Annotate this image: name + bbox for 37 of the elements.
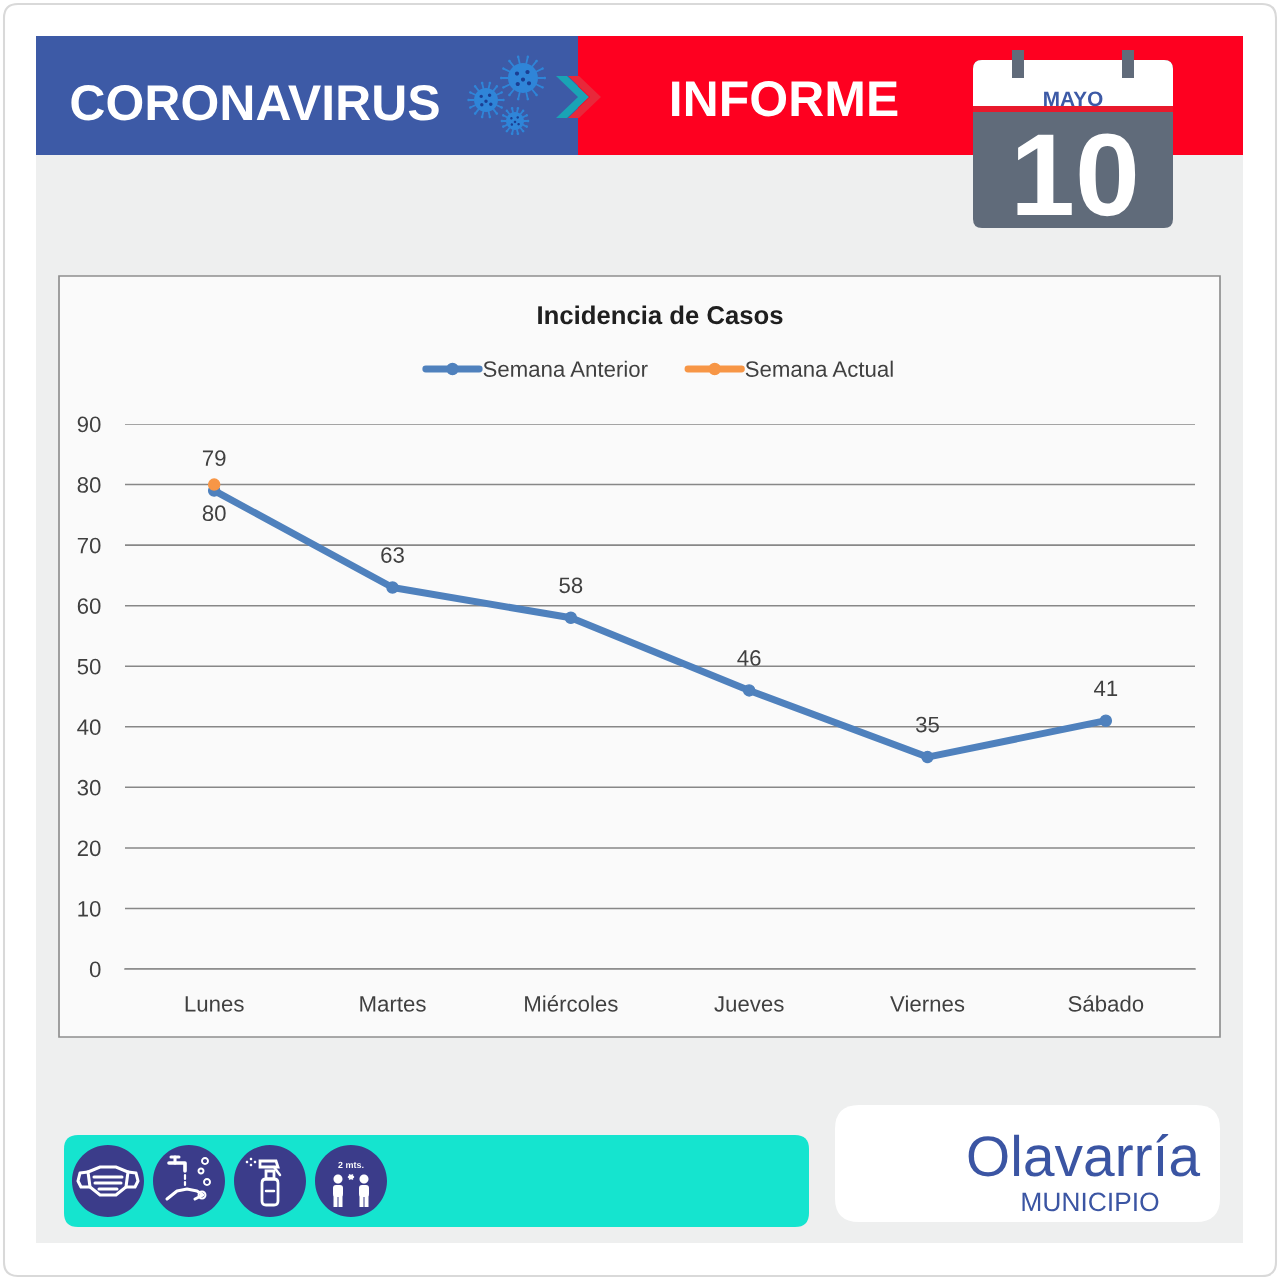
legend-label: Semana Anterior — [483, 360, 648, 377]
y-tick-label: 10 — [78, 900, 101, 917]
point — [564, 611, 578, 625]
point — [742, 684, 756, 697]
point — [921, 750, 934, 764]
chart-title: Incidencia de Casos — [538, 305, 783, 325]
text: INFORME — [672, 81, 898, 117]
data-label: 58 — [559, 577, 583, 594]
y-tick-label: 90 — [77, 416, 101, 433]
y-tick-label: 50 — [77, 658, 101, 675]
text: Olavarría — [968, 1134, 1201, 1177]
data-label: 79 — [202, 450, 226, 467]
text: MAYO — [1044, 91, 1103, 107]
y-tick-label: 70 — [77, 537, 101, 554]
data-label: 80 — [202, 505, 226, 522]
y-tick-label: 0 — [89, 961, 101, 978]
y-tick-label: 80 — [77, 477, 101, 493]
y-tick-label: 40 — [77, 719, 101, 736]
point — [1099, 714, 1113, 727]
data-label: 63 — [381, 547, 404, 563]
text: 10 — [1017, 133, 1136, 217]
text: CORONAVIRUS — [71, 85, 439, 121]
data-label: 46 — [737, 650, 761, 666]
y-tick-label: 30 — [77, 779, 101, 796]
y-tick-label: 60 — [77, 598, 101, 614]
legend-label: Semana Actual — [745, 360, 893, 377]
y-tick-label: 20 — [77, 840, 101, 857]
x-tick-label: Lunes — [185, 996, 244, 1012]
x-tick-label: Jueves — [714, 996, 784, 1012]
x-tick-label: Miércoles — [525, 995, 618, 1012]
x-tick-label: Sábado — [1068, 995, 1144, 1012]
point — [386, 581, 399, 594]
x-tick-label: Martes — [360, 996, 426, 1012]
data-label: 41 — [1093, 680, 1118, 696]
text: 2 mts. — [338, 1161, 364, 1169]
x-tick-label: Viernes — [890, 995, 965, 1012]
text: MUNICIPIO — [1022, 1192, 1159, 1212]
